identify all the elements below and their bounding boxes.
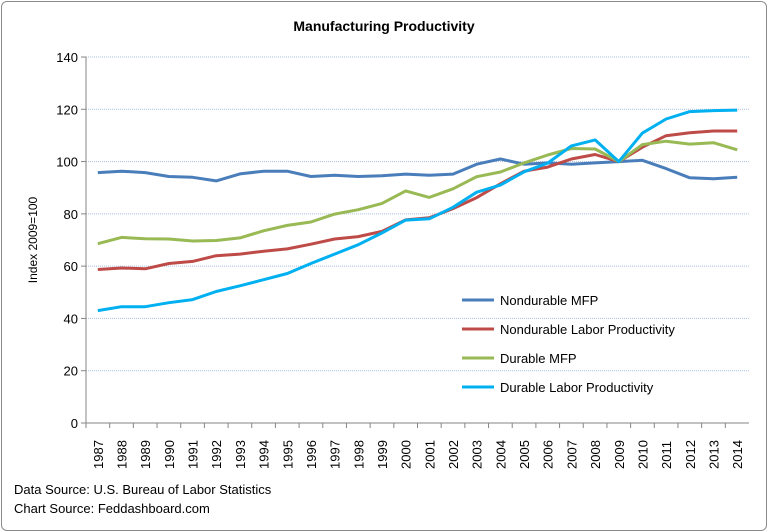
x-tick-label: 1989	[138, 440, 153, 469]
y-axis-label: Index 2009=100	[26, 196, 40, 283]
x-tick-label: 2011	[659, 441, 674, 469]
x-tick-label: 1987	[91, 440, 106, 469]
chart-source-note: Chart Source: Feddashboard.com	[14, 501, 210, 516]
series-line-nondurable-labor-productivity	[97, 129, 738, 271]
x-tick-label: 2010	[635, 440, 650, 469]
y-tick-label: 20	[64, 364, 78, 379]
y-tick-label: 140	[56, 50, 78, 65]
x-tick-label: 1996	[304, 440, 319, 469]
x-tick-label: 1988	[115, 440, 130, 469]
x-tick-label: 2000	[399, 440, 414, 469]
legend-label: Nondurable MFP	[500, 293, 598, 308]
x-tick-label: 2003	[470, 440, 485, 469]
x-tick-label: 1993	[233, 440, 248, 469]
legend-label: Nondurable Labor Productivity	[500, 322, 675, 337]
y-tick-label: 40	[64, 311, 78, 326]
x-tick-label: 2013	[706, 440, 721, 469]
x-tick-label: 1991	[186, 440, 201, 469]
x-tick-label: 1998	[351, 440, 366, 469]
series-line-nondurable-mfp	[97, 157, 738, 183]
y-tick-label: 120	[56, 102, 78, 117]
x-tick-label: 2002	[446, 440, 461, 469]
x-tick-label: 2004	[493, 440, 508, 469]
x-tick-label: 1997	[328, 440, 343, 469]
x-tick-label: 1990	[162, 440, 177, 469]
y-tick-label: 0	[71, 416, 78, 431]
x-tick-label: 2012	[683, 440, 698, 469]
x-tick-label: 2009	[612, 440, 627, 469]
x-tick-label: 2008	[588, 440, 603, 469]
x-tick-label: 2006	[541, 440, 556, 469]
y-tick-label: 80	[64, 207, 78, 222]
series-line-durable-labor-productivity	[97, 108, 738, 313]
legend-label: Durable Labor Productivity	[500, 380, 654, 395]
x-tick-label: 1992	[209, 440, 224, 469]
x-tick-label: 1994	[257, 440, 272, 469]
x-tick-label: 2014	[730, 440, 745, 469]
x-tick-label: 1995	[280, 440, 295, 469]
chart-title: Manufacturing Productivity	[293, 18, 474, 34]
x-tick-label: 2007	[564, 440, 579, 469]
x-tick-label: 2001	[422, 440, 437, 469]
legend-label: Durable MFP	[500, 351, 577, 366]
data-source-note: Data Source: U.S. Bureau of Labor Statis…	[14, 482, 272, 497]
y-tick-label: 100	[56, 155, 78, 170]
y-tick-label: 60	[64, 259, 78, 274]
x-tick-label: 1999	[375, 440, 390, 469]
series-line-durable-mfp	[97, 139, 738, 246]
x-tick-label: 2005	[517, 440, 532, 469]
